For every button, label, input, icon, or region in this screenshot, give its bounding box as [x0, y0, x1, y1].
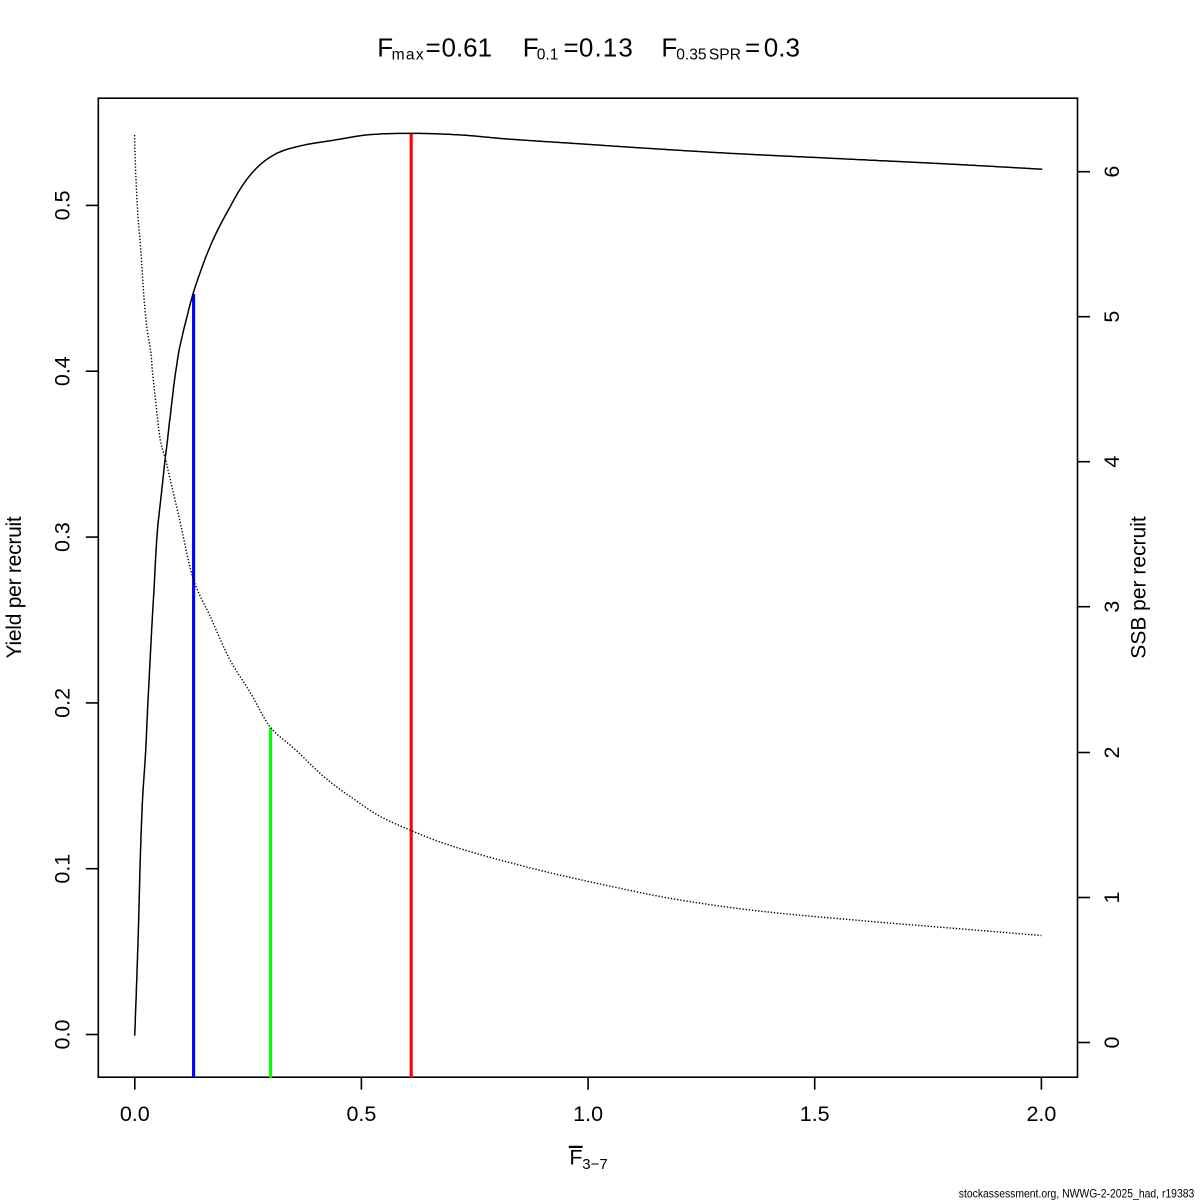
svg-text:2.0: 2.0	[1026, 1102, 1056, 1126]
svg-text:0.13: 0.13	[579, 32, 634, 62]
svg-text:0.61: 0.61	[442, 32, 493, 62]
svg-text:SPR: SPR	[709, 47, 741, 64]
svg-text:F: F	[569, 1146, 582, 1170]
svg-text:0.3: 0.3	[764, 32, 800, 62]
svg-text:stockassessment.org, NWWG-2-20: stockassessment.org, NWWG-2-2025_had, r1…	[959, 1187, 1195, 1200]
svg-text:=: =	[564, 32, 579, 62]
svg-text:Yield per recruit: Yield per recruit	[3, 516, 26, 658]
svg-text:0.35: 0.35	[676, 47, 707, 64]
svg-text:F: F	[661, 32, 677, 62]
svg-text:0.2: 0.2	[51, 688, 75, 718]
svg-text:0.5: 0.5	[51, 190, 75, 220]
svg-text:=: =	[426, 32, 441, 62]
svg-text:0.4: 0.4	[51, 356, 75, 386]
svg-text:=: =	[745, 32, 760, 62]
svg-text:0.0: 0.0	[120, 1102, 150, 1126]
svg-text:SSB per recruit: SSB per recruit	[1127, 516, 1150, 659]
svg-text:1: 1	[1100, 892, 1124, 904]
svg-text:3−7: 3−7	[582, 1156, 607, 1173]
svg-text:0: 0	[1100, 1036, 1124, 1048]
svg-text:0.1: 0.1	[51, 854, 75, 884]
svg-text:F: F	[377, 32, 393, 62]
svg-text:1.0: 1.0	[573, 1102, 603, 1126]
svg-text:0.5: 0.5	[346, 1102, 376, 1126]
svg-text:5: 5	[1100, 311, 1124, 323]
svg-text:F: F	[523, 32, 539, 62]
svg-text:0.0: 0.0	[51, 1020, 75, 1050]
svg-text:0.1: 0.1	[537, 47, 559, 64]
svg-text:2: 2	[1100, 747, 1124, 759]
svg-text:3: 3	[1100, 601, 1124, 613]
svg-text:6: 6	[1100, 166, 1124, 178]
svg-text:1.5: 1.5	[800, 1102, 830, 1126]
svg-text:max: max	[392, 47, 425, 64]
svg-text:0.3: 0.3	[51, 522, 75, 552]
svg-text:4: 4	[1100, 456, 1124, 468]
